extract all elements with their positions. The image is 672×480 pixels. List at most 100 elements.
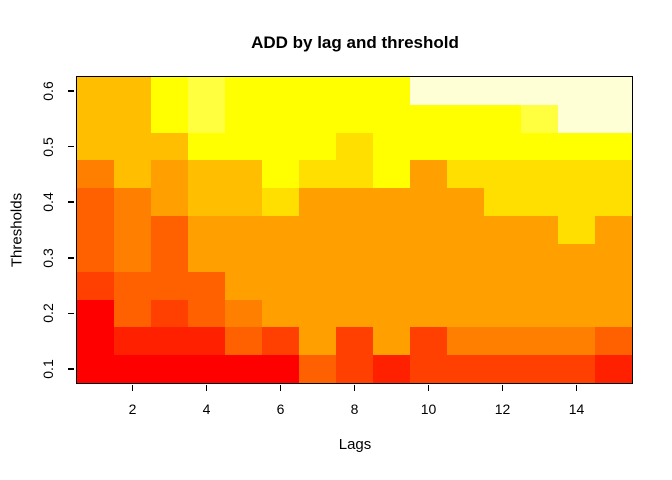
heatmap-cell [521,132,559,162]
heatmap-cell [410,299,448,328]
x-tick-label: 14 [568,401,585,417]
heatmap-cell [299,132,337,162]
x-tick-mark [501,384,504,391]
heatmap-cell [188,160,226,189]
heatmap-cell [558,271,596,301]
heatmap-cell [595,132,632,162]
heatmap-cell [114,355,152,383]
heatmap-cell [225,299,263,328]
heatmap-cell [521,188,559,217]
heatmap-cell [484,160,522,189]
heatmap-cell [114,77,152,106]
heatmap-cell [521,216,559,245]
heatmap-cell [262,132,300,162]
heatmap-cell [114,299,152,328]
heatmap-cell [262,160,300,189]
heatmap-cell [299,216,337,245]
heatmap-cell [225,188,263,217]
heatmap-cell [114,104,152,134]
heatmap-cell [77,243,115,273]
heatmap-cell [151,188,189,217]
heatmap-cell [188,188,226,217]
heatmap-cell [484,188,522,217]
heatmap-cell [373,132,411,162]
heatmap-cell [262,271,300,301]
x-tick-label: 4 [202,401,211,417]
heatmap-cell [336,243,374,273]
heatmap-cell [447,104,485,134]
y-tick-mark [68,312,74,315]
chart-title: ADD by lag and threshold [251,33,459,52]
heatmap-cell [114,271,152,301]
heatmap-cell [447,77,485,106]
x-tick-mark [575,384,578,391]
heatmap-cell [77,77,115,106]
heatmap-cell [595,77,632,106]
heatmap-cell [558,243,596,273]
y-tick-label: 0.3 [40,248,56,268]
heatmap-cell [299,160,337,189]
x-tick-label: 8 [350,401,359,417]
heatmap-cell [151,160,189,189]
heatmap-cell [373,327,411,356]
heatmap-cell [336,327,374,356]
heatmap-cell [299,271,337,301]
heatmap-cell [447,132,485,162]
heatmap-cell [262,216,300,245]
heatmap-cell [336,299,374,328]
heatmap-cell [410,188,448,217]
x-tick-label: 10 [420,401,437,417]
heatmap-cell [225,77,263,106]
heatmap-cell [558,216,596,245]
heatmap-cell [484,299,522,328]
heatmap-cell [373,160,411,189]
x-tick-label: 2 [128,401,137,417]
heatmap-cell [558,188,596,217]
heatmap-cell [151,243,189,273]
heatmap-cell [484,355,522,383]
heatmap-cell [373,299,411,328]
heatmap-cell [262,327,300,356]
heatmap-cell [484,104,522,134]
heatmap-cell [188,243,226,273]
heatmap-cell [151,271,189,301]
heatmap-cell [373,104,411,134]
heatmap-cell [188,104,226,134]
heatmap-cell [484,327,522,356]
heatmap-cell [336,104,374,134]
heatmap-cell [447,188,485,217]
y-tick-mark [68,368,74,370]
y-tick-label: 0.2 [40,303,56,324]
heatmap-cell [595,327,632,356]
heatmap-cell [410,355,448,383]
heatmap-cell [77,216,115,245]
heatmap-cell [77,299,115,328]
heatmap-cell [262,243,300,273]
heatmap-cell [225,132,263,162]
heatmap-cell [521,243,559,273]
heatmap-cell [595,299,632,328]
heatmap-cell [336,160,374,189]
heatmap-cell [151,327,189,356]
heatmap-cell [595,355,632,383]
heatmap-cell [151,299,189,328]
y-tick-label: 0.4 [40,192,56,212]
heatmap-cell [151,104,189,134]
heatmap-cell [188,77,226,106]
heatmap-cell [114,188,152,217]
x-axis-label: Lags [338,436,372,453]
heatmap-cell [114,327,152,356]
heatmap-cell [447,299,485,328]
heatmap-plot-area [77,77,632,383]
heatmap-cell [151,77,189,106]
heatmap-cell [225,160,263,189]
heatmap-cell [336,271,374,301]
y-tick-label: 0.6 [40,81,56,101]
heatmap-cell [410,132,448,162]
heatmap-cell [558,160,596,189]
heatmap-cell [262,299,300,328]
heatmap-cell [484,77,522,106]
heatmap-cell [77,132,115,162]
x-tick-mark [131,384,134,391]
